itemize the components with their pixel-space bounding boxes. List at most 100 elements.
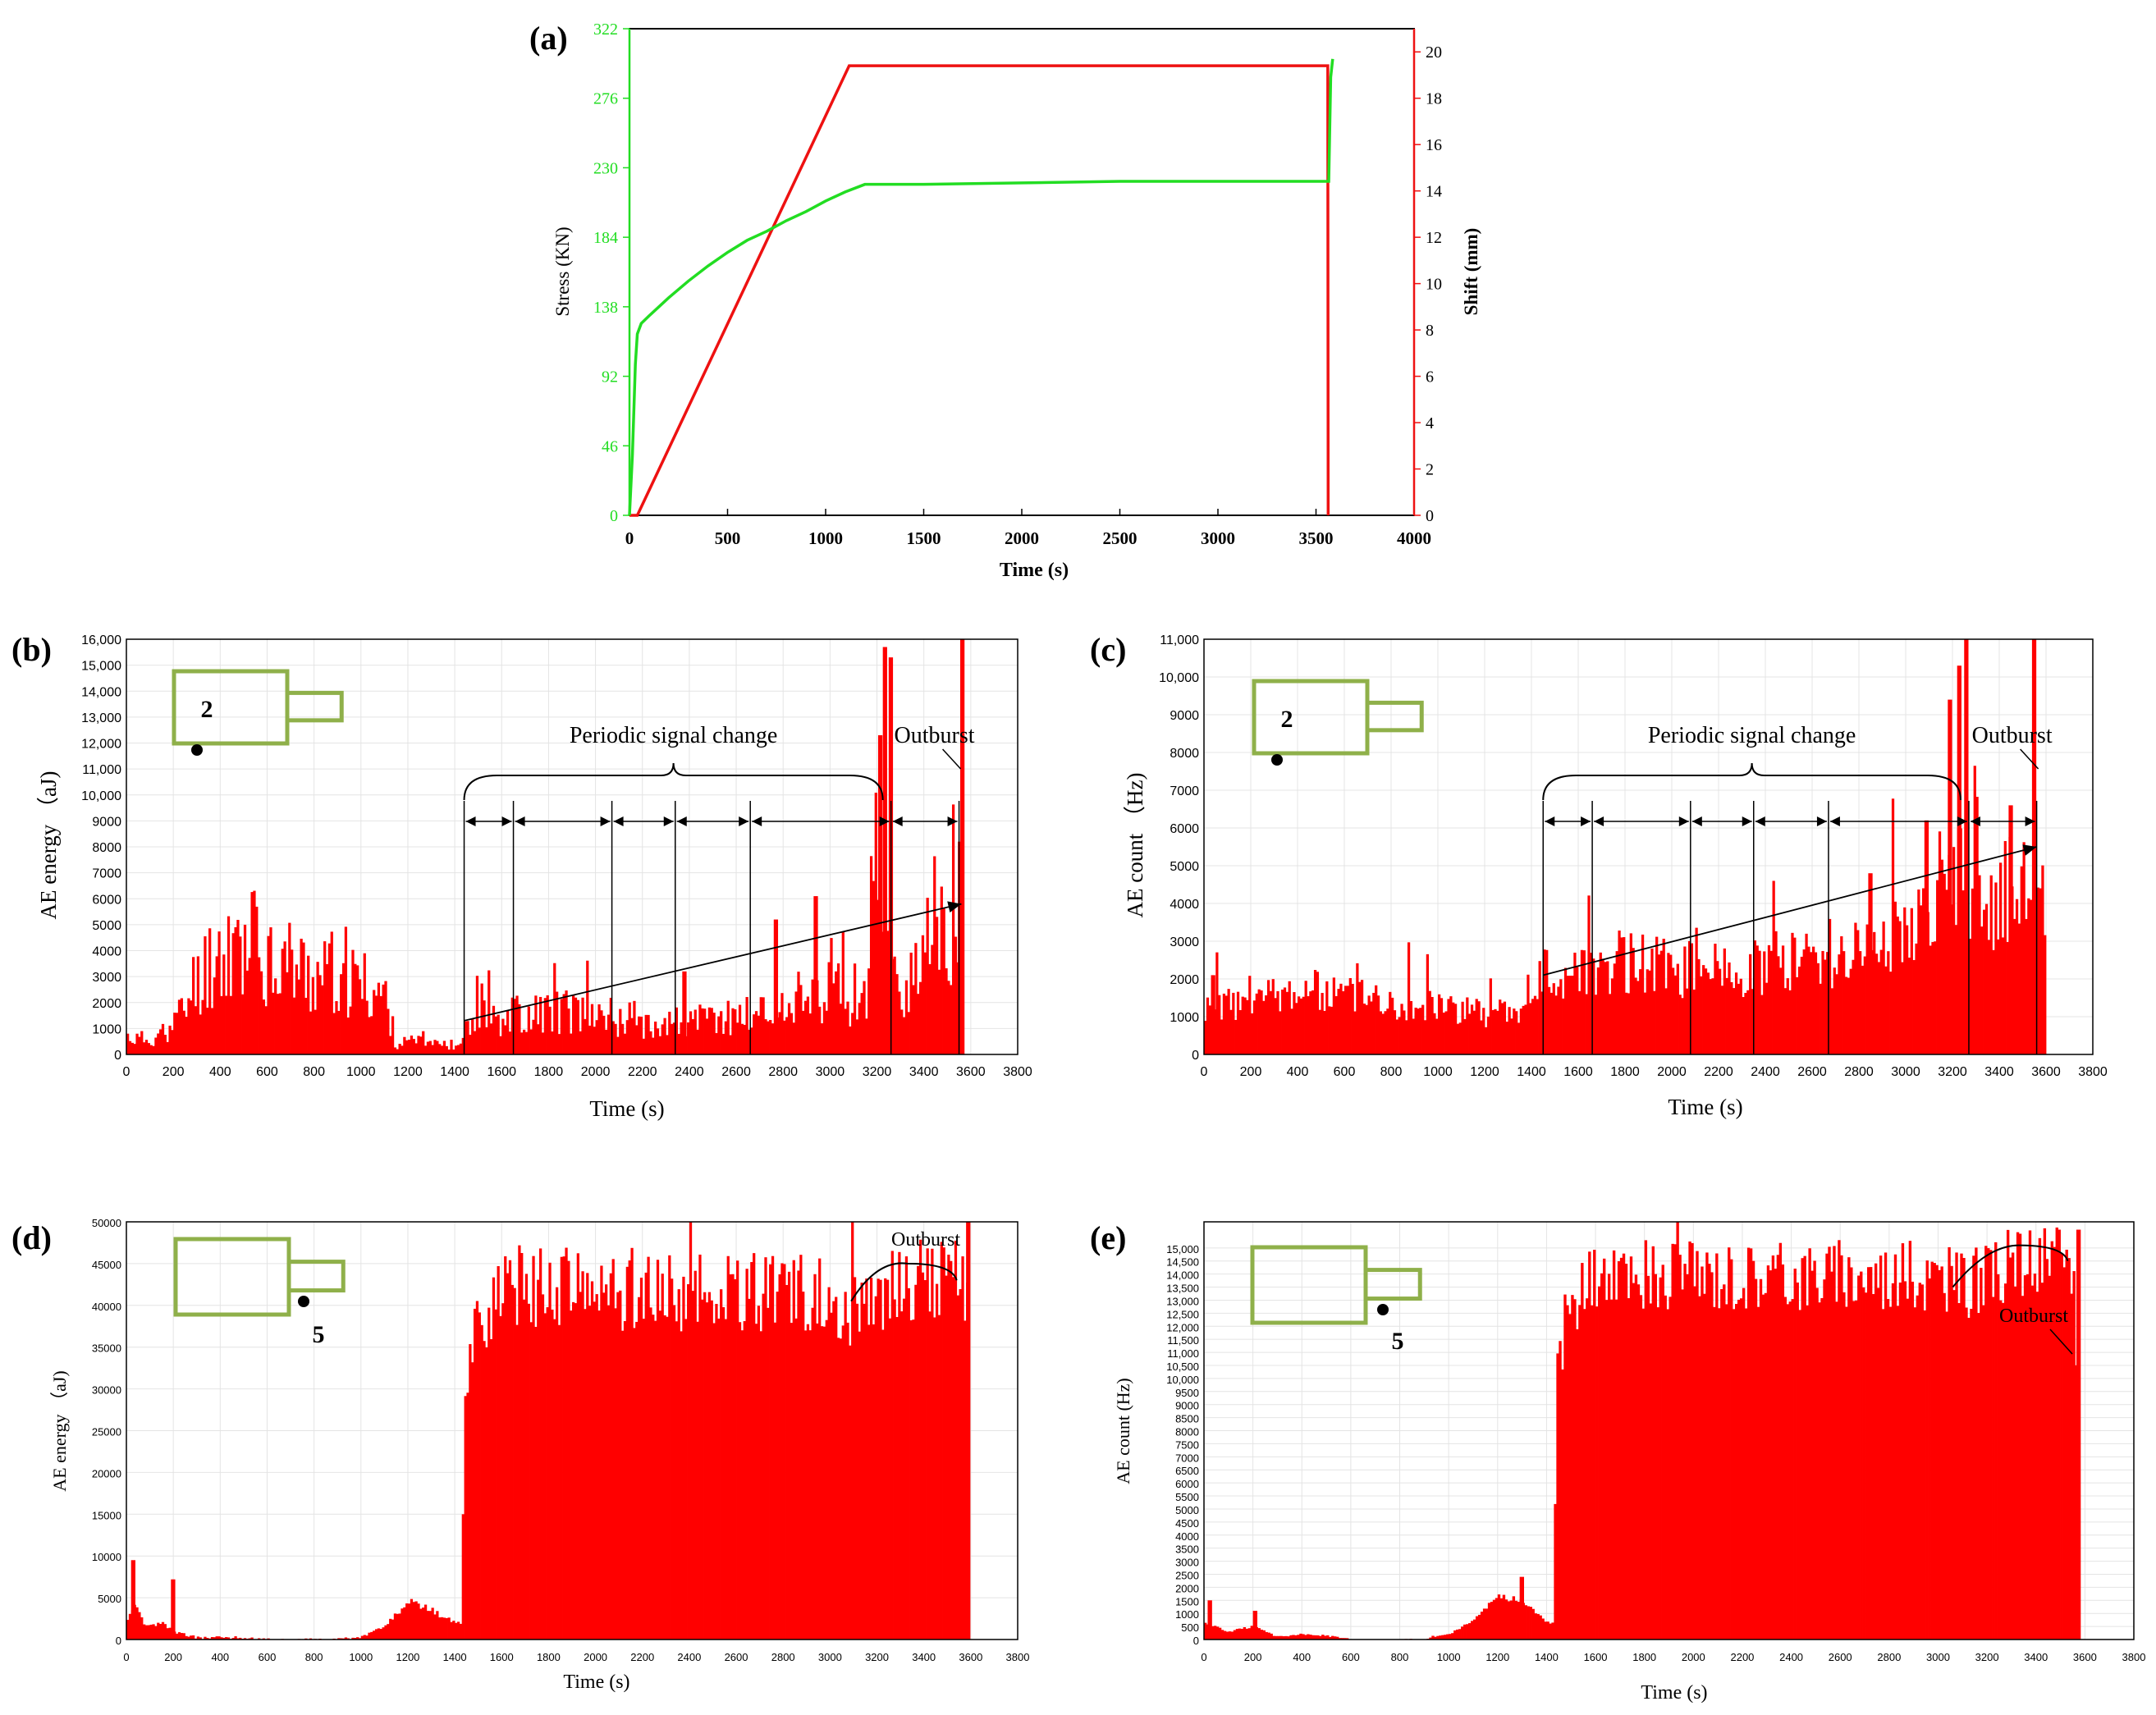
panel-e-bar (1840, 1255, 1843, 1640)
panel-a-left-axis-label: Stress (KN) (552, 226, 573, 316)
panel-d-bar (785, 1284, 789, 1640)
panel-b-bar (811, 979, 814, 1054)
panel-c-bar (1737, 983, 1741, 1054)
panel-d-x-tick-label: 2200 (630, 1651, 654, 1663)
panel-e-bar (1788, 1301, 1792, 1640)
panel-b-bar (407, 1040, 411, 1054)
panel-b-bar (762, 997, 765, 1054)
panel-b-bar (307, 955, 310, 1054)
panel-e-bar (2035, 1292, 2039, 1640)
panel-b-bar (707, 1007, 712, 1054)
panel-e-bar (1948, 1246, 1951, 1640)
panel-d-bar (750, 1261, 753, 1640)
panel-c-bar (2022, 842, 2026, 1054)
panel-b-bar (304, 997, 308, 1054)
panel-d-bar (442, 1617, 446, 1640)
panel-d-bar (693, 1270, 697, 1640)
panel-b-bar (314, 1009, 317, 1054)
panel-b-bar (267, 935, 270, 1054)
panel-d-bar (163, 1624, 167, 1640)
panel-c-bar (1791, 932, 1794, 1054)
panel-c-bar (1643, 992, 1647, 1054)
panel-c-trend-line (1543, 846, 2037, 976)
panel-e-bar (1825, 1253, 1829, 1640)
panel-c-bar (1430, 996, 1434, 1054)
panel-c-bar (1873, 931, 1876, 1054)
panel-b-bar (668, 1011, 671, 1054)
panel-c-bar (1281, 989, 1284, 1054)
panel-c-bar (1796, 976, 1799, 1054)
panel-e-bar (1507, 1601, 1511, 1640)
panel-c-bar (1440, 998, 1444, 1054)
panel-e-y-tick-label: 11,000 (1167, 1347, 1199, 1360)
panel-b-bar (478, 1027, 481, 1054)
panel-c-bar (1830, 988, 1834, 1054)
panel-c-bar (1266, 980, 1270, 1054)
panel-e-bar (1884, 1252, 1888, 1640)
panel-e-bar (1923, 1310, 1926, 1640)
panel-b-bar (225, 995, 228, 1054)
panel-c-bar (1992, 949, 1995, 1054)
panel-b-bar (373, 990, 376, 1054)
panel-d-bar (506, 1273, 510, 1640)
panel-e-bar (1228, 1631, 1232, 1640)
panel-b-bar (180, 998, 183, 1054)
panel-b-bar (721, 1033, 726, 1054)
panel-d-bar (790, 1323, 794, 1640)
panel-c-bar (1463, 1018, 1467, 1054)
panel-b-bar (171, 1030, 174, 1054)
panel-c-arrowhead-left (1691, 816, 1702, 826)
panel-b-bar (562, 994, 565, 1054)
panel-e-bar (1238, 1628, 1242, 1640)
panel-c-bar (1346, 986, 1350, 1054)
panel-c-bar (1351, 983, 1354, 1054)
panel-c-bar (1423, 1020, 1427, 1054)
panel-d-bar (243, 1638, 247, 1640)
panel-a-stress-shift-chart: (a) 0 500 1000 1500 2000 2500 3000 3500 40000469… (529, 20, 1481, 581)
panel-b-bar (869, 856, 873, 1054)
panel-c-arrowhead-left (1594, 816, 1604, 826)
panel-b-bar (954, 936, 958, 1054)
panel-e-bar (1678, 1255, 1682, 1640)
panel-d-bar (767, 1307, 770, 1640)
panel-b-bar (726, 1000, 730, 1054)
panel-c-bar (1769, 950, 1773, 1054)
panel-c-bar (1587, 895, 1591, 1054)
panel-c-bar (1610, 978, 1614, 1054)
panel-b-y-tick-label: 4000 (92, 945, 121, 959)
panel-b-bar (259, 971, 263, 1054)
panel-d-bar (584, 1309, 587, 1640)
panel-b-bar (128, 1040, 132, 1054)
panel-e-bar (1544, 1621, 1547, 1640)
panel-d-bar (478, 1312, 481, 1640)
panel-c-arrowhead-left (1970, 816, 1980, 826)
panel-c-bar (1767, 944, 1771, 1054)
panel-d-bar (510, 1284, 514, 1640)
panel-e-bar (1429, 1637, 1432, 1640)
panel-e-bar (1527, 1606, 1530, 1640)
panel-e-y-tick-label: 14,500 (1166, 1256, 1199, 1269)
panel-c-bar (1442, 1013, 1445, 1054)
panel-c-bar (1786, 978, 1789, 1054)
panel-b-bar (764, 1019, 767, 1054)
panel-c-bar (1316, 972, 1320, 1054)
panel-d-bar (754, 1324, 758, 1640)
panel-c-bar (1405, 1020, 1408, 1054)
panel-b-bar (173, 1013, 176, 1054)
panel-b-spike-bar (959, 639, 965, 1054)
panel-b-bar (532, 1019, 535, 1054)
panel-d-x-tick-label: 1600 (490, 1651, 514, 1663)
panel-d-bar (950, 1260, 953, 1640)
panel-a-right-tick-label: 20 (1426, 43, 1442, 62)
panel-a-right-tick-label: 12 (1426, 229, 1442, 247)
panel-e-bar (1622, 1253, 1626, 1640)
panel-c-bar (1224, 995, 1228, 1054)
panel-d-bar (849, 1345, 852, 1640)
panel-c-bar (1678, 995, 1682, 1054)
panel-b-bar (220, 995, 223, 1054)
panel-b-bar (177, 999, 181, 1054)
panel-d-bar (593, 1301, 596, 1640)
panel-c-bar (1989, 875, 1993, 1054)
panel-b-bar (560, 999, 563, 1054)
panel-c-bar (1620, 937, 1623, 1054)
